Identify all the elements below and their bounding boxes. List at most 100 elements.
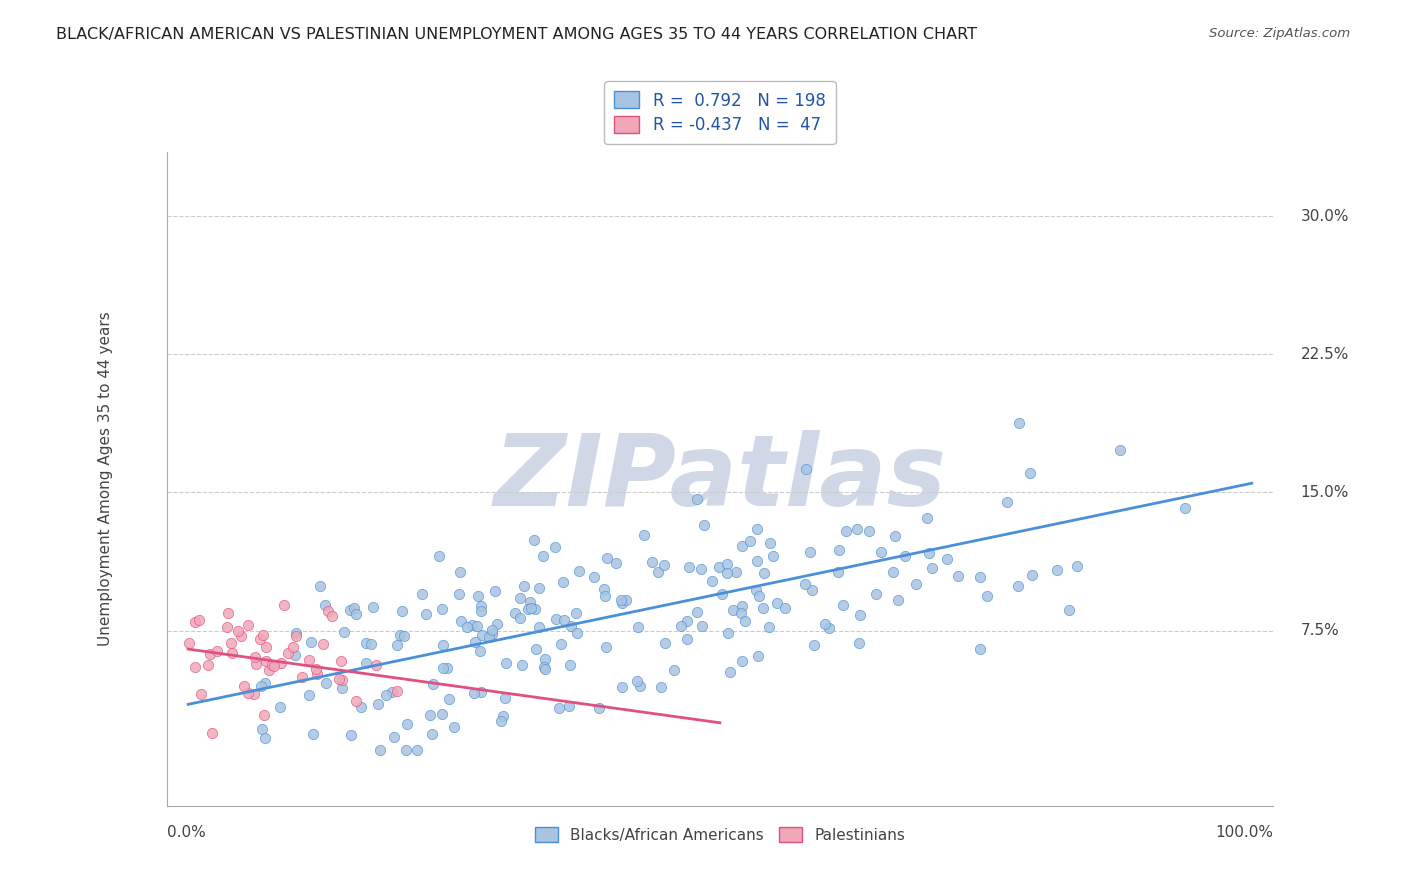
Point	[311, 637, 333, 651]
Point	[693, 517, 716, 532]
Point	[464, 635, 486, 649]
Point	[243, 687, 266, 701]
Point	[432, 638, 454, 652]
Point	[350, 700, 373, 714]
Point	[200, 647, 222, 661]
Point	[596, 551, 619, 566]
Point	[439, 692, 461, 706]
Point	[481, 623, 503, 637]
Point	[481, 626, 503, 640]
Point	[605, 556, 627, 570]
Point	[252, 628, 274, 642]
Point	[730, 606, 752, 620]
Point	[709, 560, 731, 574]
Point	[484, 583, 506, 598]
Point	[793, 577, 815, 591]
Point	[509, 591, 531, 605]
Point	[669, 619, 692, 633]
Point	[254, 640, 277, 654]
Point	[281, 640, 304, 654]
Point	[748, 589, 770, 603]
Point	[593, 589, 616, 603]
Point	[226, 624, 249, 638]
Point	[205, 644, 228, 658]
Point	[700, 574, 723, 589]
Point	[389, 628, 412, 642]
Point	[533, 660, 555, 674]
Point	[609, 593, 631, 607]
Point	[762, 549, 785, 563]
Point	[848, 607, 870, 622]
Point	[368, 743, 391, 757]
Point	[710, 587, 733, 601]
Point	[328, 672, 350, 686]
Point	[259, 663, 281, 677]
Point	[534, 652, 557, 666]
Point	[803, 638, 825, 652]
Point	[560, 619, 582, 633]
Point	[314, 599, 336, 613]
Point	[588, 700, 610, 714]
Point	[1108, 442, 1130, 457]
Point	[969, 641, 991, 656]
Point	[751, 600, 773, 615]
Point	[745, 582, 768, 597]
Point	[835, 524, 858, 538]
Point	[308, 579, 330, 593]
Point	[395, 717, 418, 731]
Point	[1173, 500, 1195, 515]
Point	[799, 545, 821, 559]
Point	[301, 727, 323, 741]
Point	[527, 620, 550, 634]
Point	[628, 679, 651, 693]
Point	[284, 626, 307, 640]
Point	[817, 621, 839, 635]
Point	[232, 679, 254, 693]
Point	[775, 600, 797, 615]
Point	[558, 699, 581, 714]
Point	[427, 549, 450, 564]
Point	[531, 549, 554, 563]
Point	[519, 595, 541, 609]
Point	[533, 662, 555, 676]
Point	[392, 629, 415, 643]
Point	[641, 556, 664, 570]
Point	[1057, 603, 1080, 617]
Point	[492, 708, 515, 723]
Point	[465, 619, 488, 633]
Point	[796, 462, 818, 476]
Point	[828, 542, 851, 557]
Point	[343, 601, 366, 615]
Point	[254, 731, 277, 745]
Point	[215, 620, 238, 634]
Point	[187, 613, 209, 627]
Point	[471, 628, 494, 642]
Point	[375, 688, 398, 702]
Point	[467, 589, 489, 603]
Point	[717, 626, 740, 640]
Point	[299, 634, 322, 648]
Point	[420, 727, 443, 741]
Point	[747, 648, 769, 663]
Point	[422, 677, 444, 691]
Point	[654, 558, 676, 573]
Point	[284, 648, 307, 662]
Point	[883, 529, 905, 543]
Point	[298, 653, 321, 667]
Point	[745, 522, 768, 536]
Point	[395, 743, 418, 757]
Point	[731, 599, 754, 614]
Point	[716, 566, 738, 580]
Point	[367, 697, 389, 711]
Point	[432, 661, 454, 675]
Point	[724, 565, 747, 579]
Point	[845, 522, 868, 536]
Point	[361, 599, 384, 614]
Point	[870, 545, 893, 559]
Point	[382, 730, 405, 744]
Point	[253, 707, 276, 722]
Point	[273, 598, 295, 612]
Point	[463, 686, 485, 700]
Point	[969, 570, 991, 584]
Point	[553, 613, 575, 627]
